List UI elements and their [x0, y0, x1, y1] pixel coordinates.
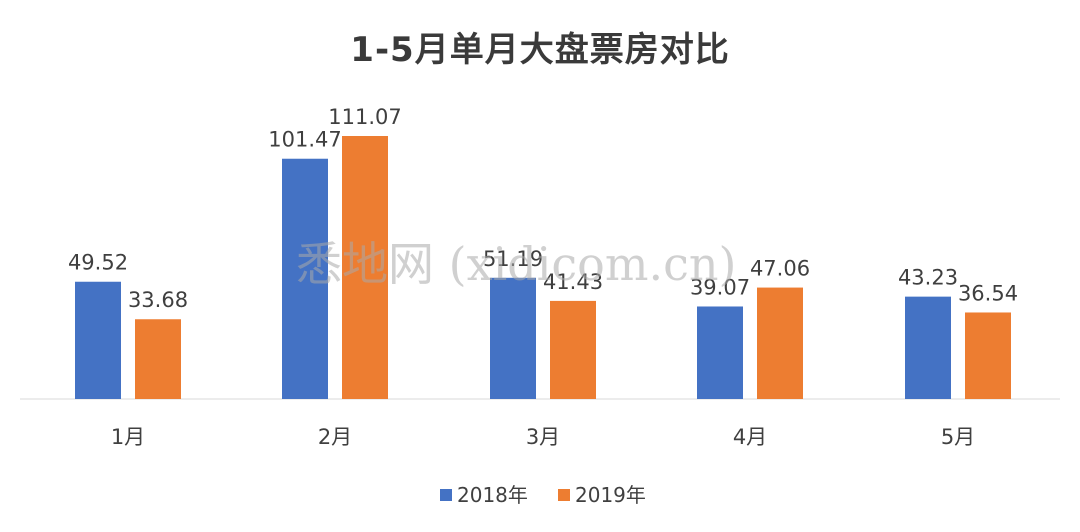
bar-2018-1: [75, 281, 121, 399]
data-label-2018-4: 39.07: [690, 275, 750, 299]
legend-swatch-2018: [440, 489, 452, 501]
data-label-2019-5: 36.54: [958, 281, 1018, 305]
bar-2019-2: [342, 136, 388, 399]
bar-2018-3: [490, 277, 536, 399]
data-label-2018-2: 101.47: [268, 128, 341, 152]
bar-2019-3: [550, 300, 596, 399]
chart-title: 1-5月单月大盘票房对比: [350, 30, 730, 70]
x-tick-label-4: 4月: [733, 425, 767, 449]
x-tick-label-1: 1月: [111, 425, 145, 449]
bar-2018-2: [282, 158, 328, 399]
data-label-2019-2: 111.07: [328, 105, 401, 129]
bar-2019-1: [135, 319, 181, 399]
data-label-2019-3: 41.43: [543, 270, 603, 294]
data-label-2019-4: 47.06: [750, 257, 810, 281]
bar-2018-5: [905, 296, 951, 399]
bar-2019-5: [965, 312, 1011, 399]
data-label-2018-1: 49.52: [68, 251, 128, 275]
bar-2018-4: [697, 306, 743, 399]
bar-2019-4: [757, 287, 803, 399]
data-label-2019-1: 33.68: [128, 288, 188, 312]
data-label-2018-5: 43.23: [898, 266, 958, 290]
legend-swatch-2019: [558, 489, 570, 501]
x-tick-label-2: 2月: [318, 425, 352, 449]
x-tick-label-3: 3月: [526, 425, 560, 449]
legend-label-2018: 2018年: [457, 483, 528, 507]
legend-label-2019: 2019年: [575, 483, 646, 507]
x-tick-label-5: 5月: [941, 425, 975, 449]
data-label-2018-3: 51.19: [483, 247, 543, 271]
